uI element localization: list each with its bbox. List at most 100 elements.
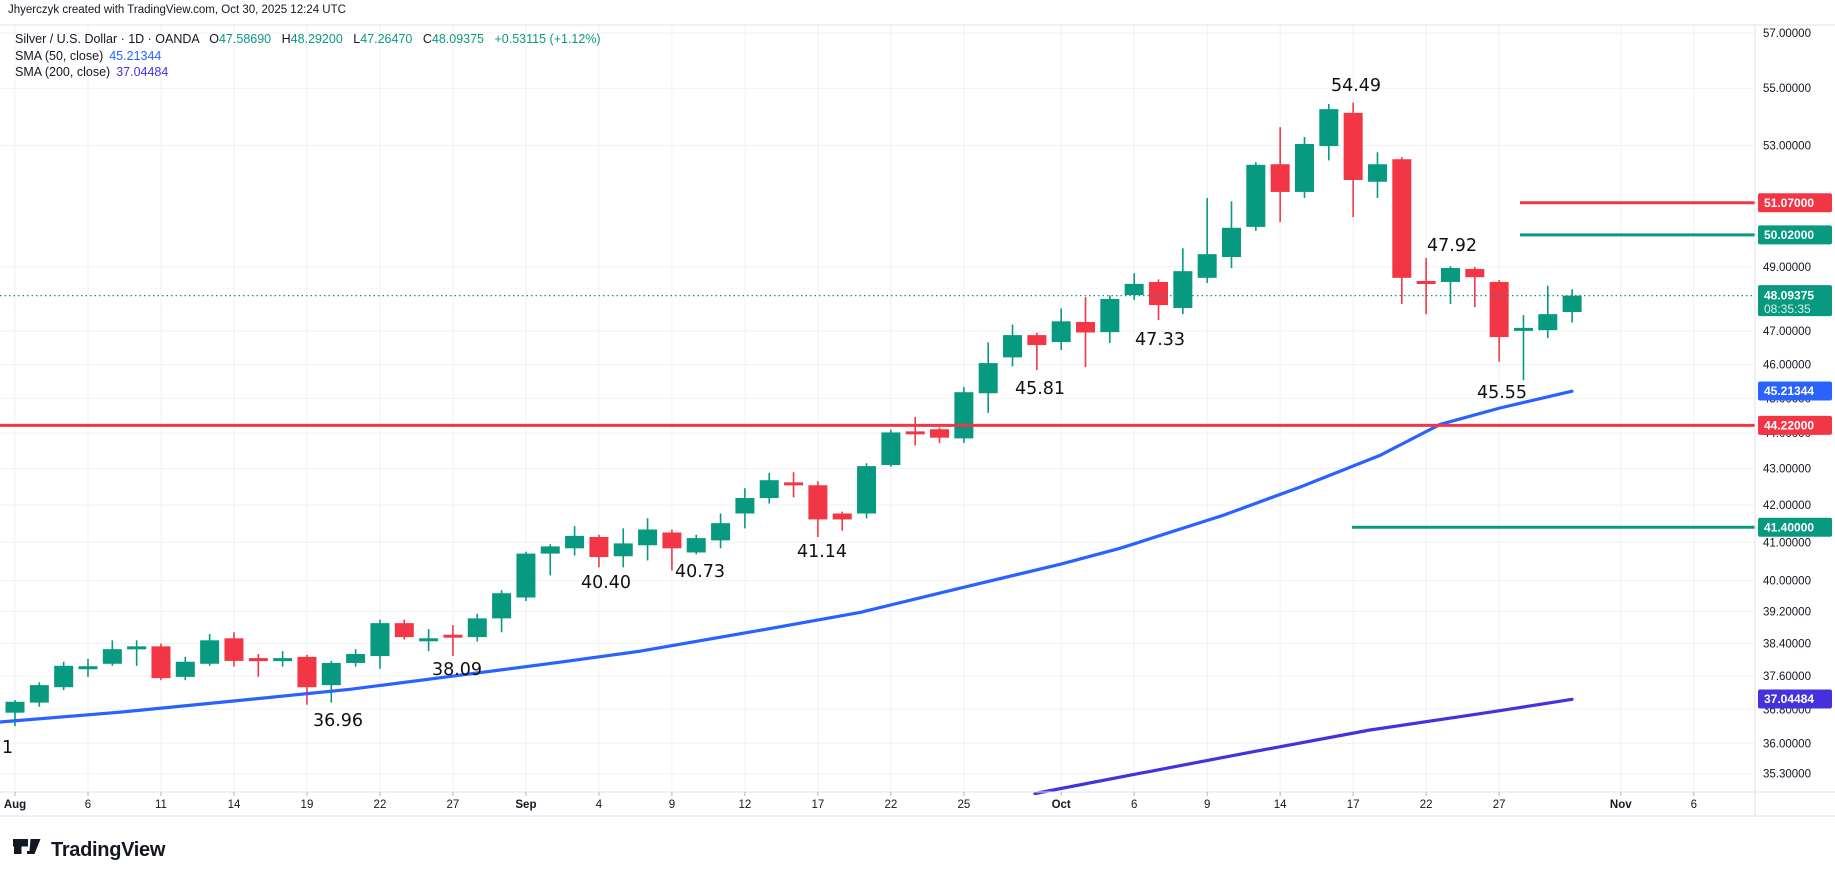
time-axis-label[interactable]: 14 bbox=[1274, 799, 1287, 811]
candle-body bbox=[1222, 227, 1241, 258]
candle-wick bbox=[549, 544, 552, 576]
time-axis-label[interactable]: 19 bbox=[301, 799, 314, 811]
tradingview-logo[interactable]: TradingView bbox=[13, 838, 165, 862]
time-axis-label[interactable]: 25 bbox=[957, 799, 970, 811]
time-axis-label[interactable]: 11 bbox=[155, 799, 167, 811]
price-label-box[interactable] bbox=[1758, 193, 1832, 213]
time-axis-label[interactable]: 22 bbox=[1420, 799, 1433, 811]
price-axis-label[interactable]: 57.00000 bbox=[1763, 28, 1811, 40]
candle-body bbox=[54, 665, 74, 688]
price-axis-label[interactable]: 53.00000 bbox=[1763, 140, 1811, 152]
candle-body bbox=[1027, 335, 1047, 346]
price-label-text: 44.22000 bbox=[1764, 418, 1814, 432]
price-axis-label[interactable]: 46.00000 bbox=[1763, 359, 1811, 371]
price-axis-label[interactable]: 42.00000 bbox=[1763, 500, 1811, 512]
candle-body bbox=[1392, 159, 1412, 278]
candle-body bbox=[151, 646, 171, 679]
candle-body bbox=[930, 429, 950, 438]
time-axis-label[interactable]: 17 bbox=[811, 799, 824, 811]
legend-row-sma50[interactable]: SMA (50, close) 45.21344 bbox=[15, 48, 601, 65]
candle-body bbox=[78, 666, 98, 670]
price-label-text: 41.40000 bbox=[1764, 520, 1814, 534]
time-axis-label[interactable]: Aug bbox=[4, 799, 26, 811]
ohlc-close: C48.09375 bbox=[422, 32, 485, 46]
candle-wick bbox=[1036, 332, 1038, 371]
candle-body bbox=[662, 532, 682, 549]
price-axis-label[interactable]: 55.00000 bbox=[1763, 83, 1811, 95]
candle-body bbox=[857, 466, 877, 514]
price-label-box[interactable] bbox=[1758, 415, 1832, 435]
candle-body bbox=[1051, 321, 1071, 343]
price-axis-label[interactable]: 37.60000 bbox=[1763, 671, 1811, 683]
candle-body bbox=[808, 485, 828, 520]
candle-body bbox=[102, 649, 122, 664]
candle-body bbox=[638, 529, 658, 546]
time-axis-label[interactable]: 27 bbox=[1493, 799, 1506, 811]
price-annotation: 40.40 bbox=[581, 573, 631, 593]
candle-body bbox=[1173, 271, 1193, 308]
candle-body bbox=[394, 623, 414, 638]
time-axis-label[interactable]: 12 bbox=[739, 799, 752, 811]
candle-body bbox=[978, 363, 998, 394]
sma200-line bbox=[1033, 697, 1574, 796]
time-axis-label[interactable]: 27 bbox=[447, 799, 460, 811]
candle-body bbox=[832, 513, 852, 520]
candle-wick bbox=[14, 700, 16, 727]
time-axis-label[interactable]: 14 bbox=[228, 799, 241, 811]
candle-body bbox=[1246, 164, 1266, 227]
price-axis-label[interactable]: 40.00000 bbox=[1763, 575, 1811, 587]
time-axis-label[interactable]: 9 bbox=[1204, 799, 1210, 811]
candle-body bbox=[443, 634, 463, 638]
price-annotation: 41.14 bbox=[797, 542, 847, 562]
candle-body bbox=[1124, 283, 1144, 296]
legend-row-symbol[interactable]: Silver / U.S. Dollar · 1D · OANDA O47.58… bbox=[15, 31, 601, 48]
price-axis-label[interactable]: 36.00000 bbox=[1763, 738, 1811, 750]
price-label-box[interactable] bbox=[1758, 517, 1832, 537]
candle-body bbox=[1538, 314, 1558, 331]
price-axis-label[interactable]: 38.40000 bbox=[1763, 639, 1811, 651]
time-axis-label[interactable]: 4 bbox=[596, 799, 603, 811]
price-label-text: 45.21344 bbox=[1764, 384, 1814, 398]
price-annotation: 1 bbox=[2, 738, 13, 758]
price-label-box[interactable] bbox=[1758, 381, 1832, 401]
price-annotation: 38.09 bbox=[432, 660, 482, 680]
time-axis-label[interactable]: 22 bbox=[374, 799, 387, 811]
time-axis-label[interactable]: 6 bbox=[85, 799, 91, 811]
price-label-box[interactable] bbox=[1758, 285, 1832, 317]
price-annotation: 47.33 bbox=[1135, 330, 1185, 350]
candle-body bbox=[1343, 112, 1363, 180]
symbol-title: Silver / U.S. Dollar · 1D · OANDA bbox=[15, 32, 200, 46]
time-axis-label[interactable]: 17 bbox=[1347, 799, 1360, 811]
price-label-timer: 08:35:35 bbox=[1764, 302, 1811, 316]
time-axis-label[interactable]: Nov bbox=[1610, 799, 1632, 811]
candle-body bbox=[1489, 281, 1509, 338]
ohlc-low: L47.26470 bbox=[353, 32, 413, 46]
price-axis-label[interactable]: 43.00000 bbox=[1763, 464, 1811, 476]
price-axis-label[interactable]: 39.20000 bbox=[1763, 607, 1811, 619]
price-label-text: 37.04484 bbox=[1764, 692, 1814, 706]
price-axis-label[interactable]: 35.30000 bbox=[1763, 769, 1811, 781]
price-axis-label[interactable]: 41.00000 bbox=[1763, 537, 1811, 549]
candle-body bbox=[1562, 295, 1582, 312]
price-axis-label[interactable]: 49.00000 bbox=[1763, 262, 1811, 274]
candle-body bbox=[759, 480, 779, 499]
price-annotation: 47.92 bbox=[1427, 236, 1477, 256]
candle-body bbox=[1465, 268, 1485, 278]
time-axis-label[interactable]: 22 bbox=[884, 799, 897, 811]
legend-row-sma200[interactable]: SMA (200, close) 37.04484 bbox=[15, 64, 601, 81]
time-axis-label[interactable]: Sep bbox=[515, 799, 536, 811]
tradingview-logo-icon bbox=[13, 839, 41, 854]
candle-body bbox=[419, 638, 439, 642]
time-axis-label[interactable]: 9 bbox=[669, 799, 675, 811]
candle-body bbox=[127, 646, 147, 650]
time-axis-label[interactable]: 6 bbox=[1131, 799, 1137, 811]
candle-body bbox=[540, 546, 560, 554]
price-axis-label[interactable]: 47.00000 bbox=[1763, 326, 1811, 338]
price-label-box[interactable] bbox=[1758, 225, 1832, 245]
price-label-box[interactable] bbox=[1758, 689, 1832, 709]
candle-wick bbox=[452, 625, 454, 657]
time-axis-label[interactable]: 6 bbox=[1691, 799, 1697, 811]
time-axis-label[interactable]: Oct bbox=[1052, 799, 1071, 811]
